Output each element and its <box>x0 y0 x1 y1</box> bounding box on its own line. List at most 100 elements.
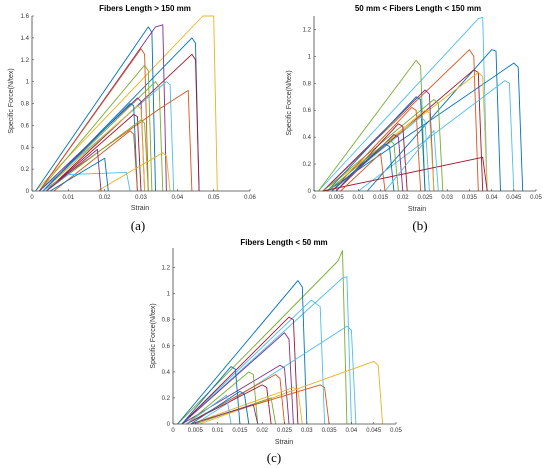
panel-b: 50 mm < Fibers Length < 150 mm Strain Sp… <box>286 4 542 233</box>
panel-c-y-tick-label: 0.8 <box>162 318 171 324</box>
panel-c-series-9 <box>181 366 241 425</box>
panel-c-label: (c) <box>267 450 281 465</box>
panel-c-series-10 <box>181 364 290 425</box>
panel-c-title: Fibers Length < 50 mm <box>240 238 327 247</box>
panel-b-label: (b) <box>412 218 427 233</box>
panel-a-title: Fibers Length > 150 mm <box>99 4 191 13</box>
panel-a-series-8 <box>42 81 164 192</box>
panel-c-ylabel: Specific Force(N/tex) <box>150 303 157 368</box>
panel-a-series-6 <box>38 48 149 192</box>
panel-a-series-19 <box>46 148 102 192</box>
panel-a-series-1 <box>35 15 218 192</box>
panel-b-y-tick-label: 0 <box>308 189 312 195</box>
panel-a-series-16 <box>53 130 138 192</box>
panel-a-x-tick-label: 0.02 <box>99 195 111 201</box>
panel-b-x-tick-label: 0.045 <box>506 195 522 201</box>
panel-b-x-tick-label: 0.035 <box>462 195 478 201</box>
panel-b-x-tick-label: 0.02 <box>397 195 409 201</box>
panel-a-y-tick-label: 1.2 <box>21 58 30 64</box>
panel-c-series-13 <box>190 384 330 425</box>
panel-c-x-tick-label: 0.02 <box>256 428 268 434</box>
panel-c-series-3 <box>177 280 308 425</box>
panel-b-y-tick-label: 1 <box>308 54 312 60</box>
panel-c-series-12 <box>186 374 285 425</box>
panel-c-x-tick-label: 0 <box>171 428 175 434</box>
panel-c-y-tick-label: 0.4 <box>162 370 171 376</box>
panel-c-xlabel: Strain <box>275 439 293 446</box>
panel-a-series-13 <box>42 103 138 192</box>
panel-a-y-tick-label: 0 <box>26 189 30 195</box>
panel-c-x-tick-label: 0.005 <box>188 428 204 434</box>
panel-a-y-tick-label: 0.4 <box>21 145 30 151</box>
panel-c-series-2 <box>181 276 352 425</box>
panel-c-series-17 <box>186 394 232 425</box>
panel-a-x-tick-label: 0.06 <box>244 195 256 201</box>
panel-b-series-4 <box>318 59 426 192</box>
panel-b-series-14 <box>331 116 430 192</box>
panel-c-series-6 <box>195 325 357 425</box>
panel-b-y-tick-label: 1.2 <box>303 27 312 33</box>
panel-b-series-7 <box>322 72 488 192</box>
panel-b-series-12 <box>331 107 422 192</box>
panel-a-series-18 <box>42 171 131 192</box>
panel-c-series-4 <box>181 299 326 425</box>
panel-a-series-20 <box>49 157 109 192</box>
panel-b-y-tick-label: 0.6 <box>303 108 312 114</box>
panel-a-y-tick-label: 1.4 <box>21 36 30 42</box>
panel-b-series-11 <box>326 96 426 192</box>
panel-b-series-21 <box>340 152 386 192</box>
panel-a-x-tick-label: 0.05 <box>208 195 220 201</box>
panel-a-x-tick-label: 0.04 <box>171 195 183 201</box>
panel-b-x-tick-label: 0.025 <box>417 195 433 201</box>
panel-b-x-tick-label: 0.03 <box>441 195 453 201</box>
panel-b-y-tick-label: 0.2 <box>303 162 312 168</box>
panel-a-series-12 <box>42 105 146 192</box>
panel-c-x-tick-label: 0.04 <box>346 428 358 434</box>
panel-b-series-16 <box>335 134 404 192</box>
panel-c-axes: 0 0.005 0.01 0.015 0.02 0.025 0.03 0.035 0.04 0.0… <box>162 248 402 434</box>
panel-a: Fibers Length > 150 mm Strain Specific F… <box>8 4 256 233</box>
panel-c-series-18 <box>195 397 277 425</box>
panel-c-x-tick-label: 0.015 <box>232 428 248 434</box>
panel-c-y-tick-label: 1 <box>167 292 171 298</box>
panel-a-series-17 <box>97 152 171 192</box>
panel-b-series-17 <box>327 139 399 192</box>
panel-c-series-19 <box>190 403 259 425</box>
panel-a-series-15 <box>46 119 149 192</box>
panel-a-y-tick-label: 0.6 <box>21 123 30 129</box>
panel-b-x-tick-label: 0.05 <box>530 195 542 201</box>
panel-a-series-2 <box>35 26 156 192</box>
panel-c-x-tick-label: 0.025 <box>277 428 293 434</box>
panel-c-y-tick-label: 0.2 <box>162 396 171 402</box>
panel-b-series-19 <box>322 156 488 192</box>
panel-c-series-15 <box>190 387 303 425</box>
panel-c-x-tick-label: 0.03 <box>301 428 313 434</box>
panel-a-x-tick-label: 0.01 <box>62 195 74 201</box>
panel-c-series-1 <box>177 250 348 425</box>
panel-c-x-tick-label: 0.035 <box>322 428 338 434</box>
panel-a-series-3 <box>38 24 167 192</box>
panel-a-y-tick-label: 0.8 <box>21 102 30 108</box>
panel-c-y-tick-label: 0 <box>167 422 171 428</box>
panel-b-axes: 0 0.005 0.01 0.015 0.02 0.025 0.03 0.035 0.04 0.0… <box>303 16 542 201</box>
panel-c-series-14 <box>186 384 272 425</box>
panel-b-x-tick-label: 0 <box>312 195 316 201</box>
panel-c-series-16 <box>190 390 250 425</box>
panel-b-y-tick-label: 0.8 <box>303 81 312 87</box>
panel-c-y-tick-label: 1.2 <box>162 266 171 272</box>
panel-c-x-tick-label: 0.01 <box>212 428 224 434</box>
panel-b-x-tick-label: 0.015 <box>373 195 389 201</box>
panel-c-series-7 <box>181 332 294 425</box>
panel-a-label: (a) <box>131 218 145 233</box>
panel-b-x-tick-label: 0.01 <box>353 195 365 201</box>
panel-b-series-18 <box>331 143 395 192</box>
panel-c-x-tick-label: 0.045 <box>366 428 382 434</box>
panel-b-series-9 <box>322 89 435 192</box>
panel-b-series-3 <box>322 49 479 192</box>
panel-b-x-tick-label: 0.04 <box>486 195 498 201</box>
panel-a-axes: 0 0.01 0.02 0.03 0.04 0.05 0.06 0 0.2 0.4 0.6 0.8 1 1… <box>21 14 257 201</box>
panel-b-series-1 <box>318 16 488 192</box>
panel-c: Fibers Length < 50 mm Strain Specific Fo… <box>150 238 402 465</box>
panel-c-y-tick-label: 0.6 <box>162 344 171 350</box>
panel-b-y-tick-label: 0.4 <box>303 135 312 141</box>
